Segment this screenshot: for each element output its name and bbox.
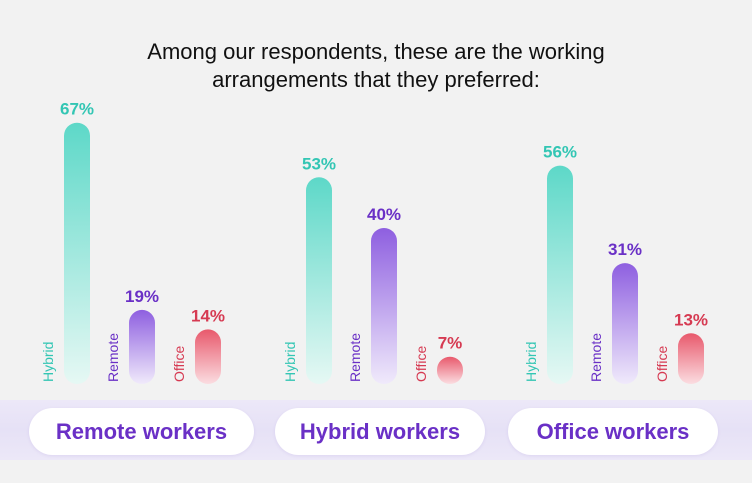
series-label-office-workers-hybrid: Hybrid bbox=[523, 342, 539, 382]
series-label-hybrid-workers-hybrid: Hybrid bbox=[282, 342, 298, 382]
series-label-hybrid-workers-remote: Remote bbox=[347, 333, 363, 382]
value-label-office-workers-hybrid: 56% bbox=[543, 143, 577, 162]
category-label-hybrid-workers: Hybrid workers bbox=[275, 408, 485, 455]
value-label-remote-workers-remote: 19% bbox=[125, 287, 159, 306]
bar-hybrid-workers-office bbox=[437, 356, 463, 384]
chart-title-line-2: arrangements that they preferred: bbox=[212, 67, 540, 92]
bar-hybrid-workers-hybrid bbox=[306, 177, 332, 384]
series-label-remote-workers-remote: Remote bbox=[105, 333, 121, 382]
series-label-office-workers-office: Office bbox=[654, 345, 670, 382]
value-label-office-workers-remote: 31% bbox=[608, 240, 642, 259]
bar-office-workers-remote bbox=[612, 263, 638, 384]
bar-office-workers-hybrid bbox=[547, 165, 573, 384]
series-label-hybrid-workers-office: Office bbox=[413, 345, 429, 382]
value-label-hybrid-workers-remote: 40% bbox=[367, 205, 401, 224]
category-label-remote-workers: Remote workers bbox=[29, 408, 254, 455]
bar-office-workers-office bbox=[678, 333, 704, 384]
value-label-office-workers-office: 13% bbox=[674, 310, 708, 329]
value-label-remote-workers-hybrid: 67% bbox=[60, 100, 94, 119]
value-label-remote-workers-office: 14% bbox=[191, 306, 225, 325]
bar-hybrid-workers-remote bbox=[371, 228, 397, 384]
value-label-hybrid-workers-hybrid: 53% bbox=[302, 154, 336, 173]
chart-title: Among our respondents, these are the wor… bbox=[0, 38, 752, 94]
chart-title-line-1: Among our respondents, these are the wor… bbox=[147, 39, 605, 64]
bar-remote-workers-hybrid bbox=[64, 122, 90, 384]
series-label-remote-workers-office: Office bbox=[171, 345, 187, 382]
value-label-hybrid-workers-office: 7% bbox=[438, 334, 463, 353]
bar-remote-workers-office bbox=[195, 329, 221, 384]
series-label-office-workers-remote: Remote bbox=[588, 333, 604, 382]
bar-remote-workers-remote bbox=[129, 309, 155, 384]
category-label-office-workers: Office workers bbox=[508, 408, 718, 455]
series-label-remote-workers-hybrid: Hybrid bbox=[40, 342, 56, 382]
